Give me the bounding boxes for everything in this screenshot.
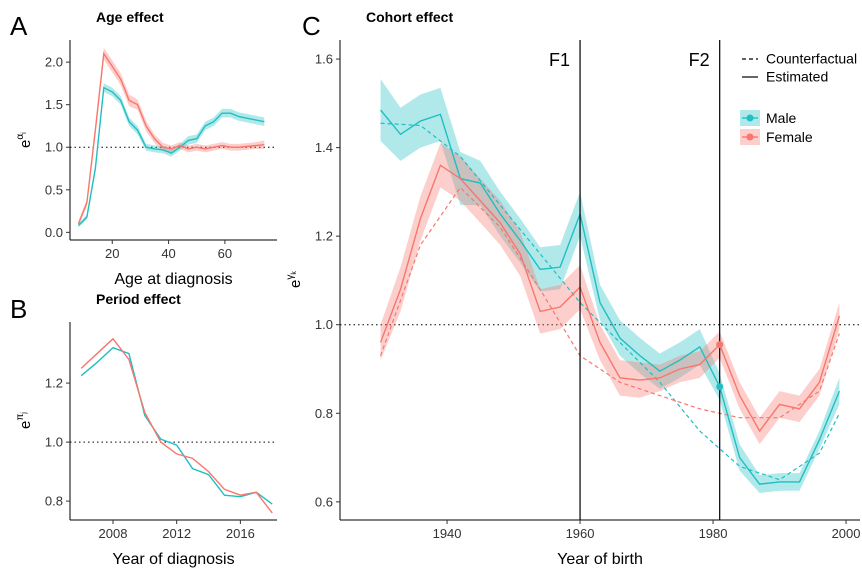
x-tick-label: 1960: [566, 526, 595, 541]
series-line: [380, 109, 841, 485]
y-tick-label: 1.0: [45, 140, 63, 155]
y-tick-label: 1.0: [315, 317, 333, 332]
panel-letter: C: [302, 11, 321, 41]
y-tick-label: 1.2: [45, 376, 63, 391]
y-axis-title-base: e: [17, 421, 34, 429]
x-tick-label: 2016: [226, 526, 255, 541]
y-axis-title-sup: α: [15, 134, 26, 140]
counterfactual-line: [379, 186, 840, 419]
confidence-band: [78, 47, 265, 227]
y-tick-label: 1.0: [45, 435, 63, 450]
series-line: [379, 164, 841, 433]
y-tick-label: 0.5: [45, 182, 63, 197]
x-tick-label: 2000: [832, 526, 861, 541]
y-tick-label: 0.6: [315, 494, 333, 509]
series-line: [77, 86, 265, 227]
legend-dot: [746, 133, 754, 141]
panel-letter: A: [10, 11, 28, 41]
y-axis-title-sup: π: [15, 414, 26, 421]
x-tick-label: 2008: [99, 526, 128, 541]
y-axis-title: eγk: [285, 271, 304, 288]
y-axis-title: eαi: [15, 132, 34, 148]
x-tick-label: 1940: [433, 526, 462, 541]
y-tick-label: 1.5: [45, 97, 63, 112]
y-tick-label: 0.8: [315, 406, 333, 421]
confidence-band: [380, 143, 840, 445]
x-tick-label: 20: [105, 246, 119, 261]
y-tick-label: 0.0: [45, 225, 63, 240]
series-line: [77, 51, 265, 225]
y-tick-label: 0.8: [45, 494, 63, 509]
panel-title: Age effect: [96, 9, 164, 25]
highlight-point: [716, 383, 724, 391]
y-axis-title-base: e: [17, 140, 34, 148]
x-tick-label: 2012: [162, 526, 191, 541]
legend-label: Female: [766, 129, 813, 145]
confidence-band: [78, 83, 265, 228]
x-axis-title: Age at diagnosis: [114, 271, 232, 288]
series-line: [80, 337, 273, 514]
y-tick-label: 1.4: [315, 140, 333, 155]
series-line: [80, 346, 273, 505]
y-axis-title-sub: j: [21, 412, 28, 415]
y-axis-title-sub: i: [21, 132, 28, 134]
panel-title: Cohort effect: [366, 9, 453, 25]
x-axis-title: Year of birth: [557, 551, 643, 568]
legend-label: Male: [766, 110, 797, 126]
y-axis-title-sub: k: [291, 271, 298, 275]
y-axis-title-sup: γ: [285, 275, 296, 280]
confidence-band: [380, 78, 840, 493]
y-tick-label: 1.2: [315, 229, 333, 244]
highlight-point: [716, 341, 724, 349]
y-axis-title-base: e: [287, 280, 304, 288]
y-tick-label: 2.0: [45, 55, 63, 70]
panel-title: Period effect: [96, 291, 181, 307]
x-tick-label: 40: [161, 246, 175, 261]
x-tick-label: 60: [218, 246, 232, 261]
vertical-line-label: F2: [689, 50, 710, 70]
y-tick-label: 1.6: [315, 52, 333, 67]
vertical-line-label: F1: [549, 50, 570, 70]
legend-label: Estimated: [766, 69, 828, 85]
x-tick-label: 1980: [699, 526, 728, 541]
legend-dot: [746, 114, 754, 122]
x-axis-title: Year of diagnosis: [112, 551, 234, 568]
panel-letter: B: [10, 294, 27, 324]
legend-label: Counterfactual: [766, 51, 857, 67]
y-axis-title: eπj: [15, 412, 34, 429]
